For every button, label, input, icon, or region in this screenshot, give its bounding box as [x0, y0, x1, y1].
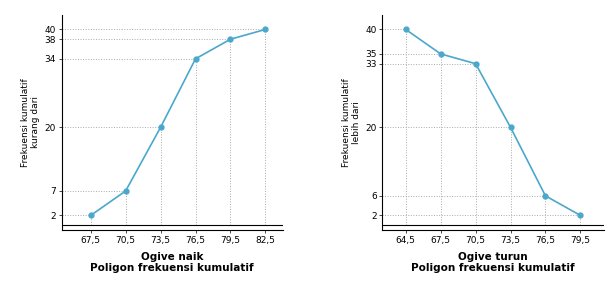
Y-axis label: Frekuensi kumulatif
kurang dari: Frekuensi kumulatif kurang dari	[21, 78, 41, 167]
Y-axis label: Frekuensi kumulatif
lebih dari: Frekuensi kumulatif lebih dari	[342, 78, 361, 167]
X-axis label: Ogive naik
Poligon frekuensi kumulatif: Ogive naik Poligon frekuensi kumulatif	[91, 252, 254, 273]
X-axis label: Ogive turun
Poligon frekuensi kumulatif: Ogive turun Poligon frekuensi kumulatif	[411, 252, 575, 273]
